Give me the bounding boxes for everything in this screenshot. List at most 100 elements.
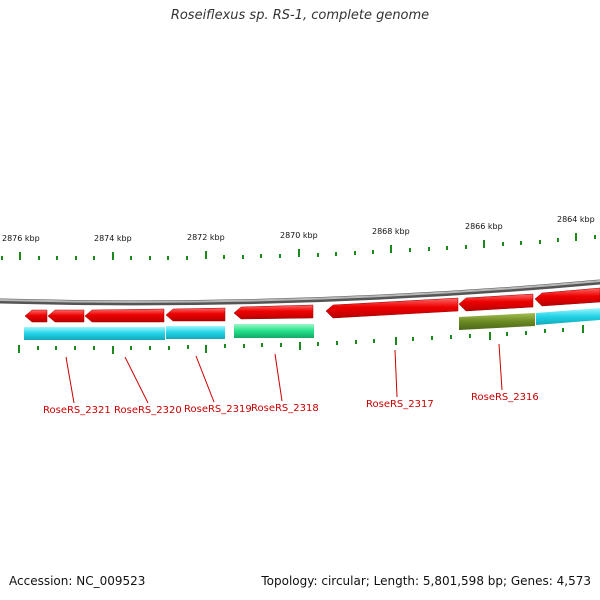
lower-tick-track bbox=[18, 325, 584, 354]
tick-mark bbox=[224, 344, 226, 348]
tick-mark bbox=[582, 325, 584, 333]
tick-mark bbox=[55, 346, 57, 350]
tick-mark bbox=[168, 346, 170, 350]
leader-line bbox=[195, 355, 215, 403]
tick-mark bbox=[446, 246, 448, 250]
tick-mark bbox=[205, 345, 207, 353]
tick-mark bbox=[75, 256, 77, 260]
tick-mark bbox=[355, 340, 357, 344]
tick-mark bbox=[38, 256, 40, 260]
leader-line bbox=[498, 343, 503, 391]
tick-mark bbox=[299, 342, 301, 350]
genome-backbone-highlight bbox=[0, 280, 600, 303]
cds-track bbox=[24, 287, 600, 323]
scale-label-2874: 2874 kbp bbox=[94, 234, 132, 243]
genome-summary: Topology: circular; Length: 5,801,598 bp… bbox=[261, 574, 591, 588]
tick-mark bbox=[1, 256, 3, 260]
tick-mark bbox=[412, 337, 414, 341]
tick-mark bbox=[298, 249, 300, 257]
tick-mark bbox=[469, 334, 471, 338]
gene-label-2317[interactable]: RoseRS_2317 bbox=[366, 399, 434, 410]
tick-mark bbox=[149, 256, 151, 260]
tick-mark bbox=[483, 240, 485, 248]
gene-label-2320[interactable]: RoseRS_2320 bbox=[114, 405, 182, 416]
tick-mark bbox=[243, 344, 245, 348]
tick-mark bbox=[428, 247, 430, 251]
tick-mark bbox=[373, 339, 375, 343]
cds-arrow[interactable] bbox=[165, 307, 226, 322]
tick-mark bbox=[520, 241, 522, 245]
tick-mark bbox=[74, 346, 76, 350]
tick-mark bbox=[502, 242, 504, 246]
tick-mark bbox=[336, 341, 338, 345]
tick-mark bbox=[37, 346, 39, 350]
tick-mark bbox=[19, 252, 21, 260]
tick-mark bbox=[409, 248, 411, 252]
leader-line bbox=[274, 353, 283, 402]
tick-mark bbox=[354, 251, 356, 255]
cds-arrow[interactable] bbox=[534, 287, 600, 307]
tick-mark bbox=[317, 342, 319, 346]
tick-mark bbox=[279, 254, 281, 258]
tick-mark bbox=[112, 346, 114, 354]
tick-mark bbox=[465, 245, 467, 249]
gene-label-2318[interactable]: RoseRS_2318 bbox=[251, 403, 319, 414]
tick-mark bbox=[562, 328, 564, 332]
tick-mark bbox=[489, 332, 491, 340]
tick-mark bbox=[56, 256, 58, 260]
tick-mark bbox=[260, 254, 262, 258]
cds-arrow[interactable] bbox=[24, 309, 48, 323]
tick-mark bbox=[280, 343, 282, 347]
tick-mark bbox=[261, 343, 263, 347]
tick-mark bbox=[93, 256, 95, 260]
gene-label-2319[interactable]: RoseRS_2319 bbox=[184, 404, 252, 415]
leader-line bbox=[394, 349, 398, 398]
cds-arrow[interactable] bbox=[458, 293, 534, 312]
tick-mark bbox=[149, 346, 151, 350]
tick-mark bbox=[335, 252, 337, 256]
tick-mark bbox=[112, 252, 114, 260]
tick-mark bbox=[317, 253, 319, 257]
tick-mark bbox=[130, 256, 132, 260]
scale-label-2876: 2876 kbp bbox=[2, 234, 40, 243]
gene-label-2316[interactable]: RoseRS_2316 bbox=[471, 392, 539, 403]
tick-mark bbox=[431, 336, 433, 340]
feature-block-cyan[interactable] bbox=[166, 326, 225, 339]
tick-mark bbox=[223, 255, 225, 259]
feature-block-green[interactable] bbox=[234, 324, 314, 338]
scale-label-2866: 2866 kbp bbox=[465, 222, 503, 231]
leader-line bbox=[124, 356, 149, 404]
feature-block-cyan[interactable] bbox=[536, 308, 600, 325]
scale-label-2872: 2872 kbp bbox=[187, 233, 225, 242]
gene-leader-lines bbox=[65, 343, 503, 404]
cds-arrow[interactable] bbox=[84, 308, 165, 323]
feature-block-cyan[interactable] bbox=[24, 327, 165, 340]
feature-track bbox=[24, 308, 600, 340]
tick-mark bbox=[187, 345, 189, 349]
tick-mark bbox=[93, 346, 95, 350]
tick-mark bbox=[167, 256, 169, 260]
leader-line bbox=[65, 356, 75, 404]
map-title: Roseiflexus sp. RS-1, complete genome bbox=[170, 8, 430, 23]
tick-mark bbox=[557, 238, 559, 242]
tick-mark bbox=[18, 345, 20, 353]
scale-label-2868: 2868 kbp bbox=[372, 227, 410, 236]
tick-mark bbox=[539, 240, 541, 244]
cds-arrow[interactable] bbox=[47, 309, 85, 323]
gene-label-2321[interactable]: RoseRS_2321 bbox=[43, 405, 111, 416]
scale-label-2870: 2870 kbp bbox=[280, 231, 318, 240]
tick-mark bbox=[575, 233, 577, 241]
tick-mark bbox=[544, 329, 546, 333]
scale-label-2864: 2864 kbp bbox=[557, 215, 595, 224]
tick-mark bbox=[186, 256, 188, 260]
cds-arrow[interactable] bbox=[233, 304, 314, 320]
feature-block-olive[interactable] bbox=[459, 313, 535, 330]
tick-mark bbox=[242, 255, 244, 259]
tick-mark bbox=[450, 335, 452, 339]
cds-arrow[interactable] bbox=[325, 297, 459, 319]
tick-mark bbox=[395, 337, 397, 345]
scale-labels: 2876 kbp 2874 kbp 2872 kbp 2870 kbp 2868… bbox=[2, 215, 595, 243]
tick-mark bbox=[594, 235, 596, 239]
accession-label: Accession: NC_009523 bbox=[9, 574, 146, 588]
